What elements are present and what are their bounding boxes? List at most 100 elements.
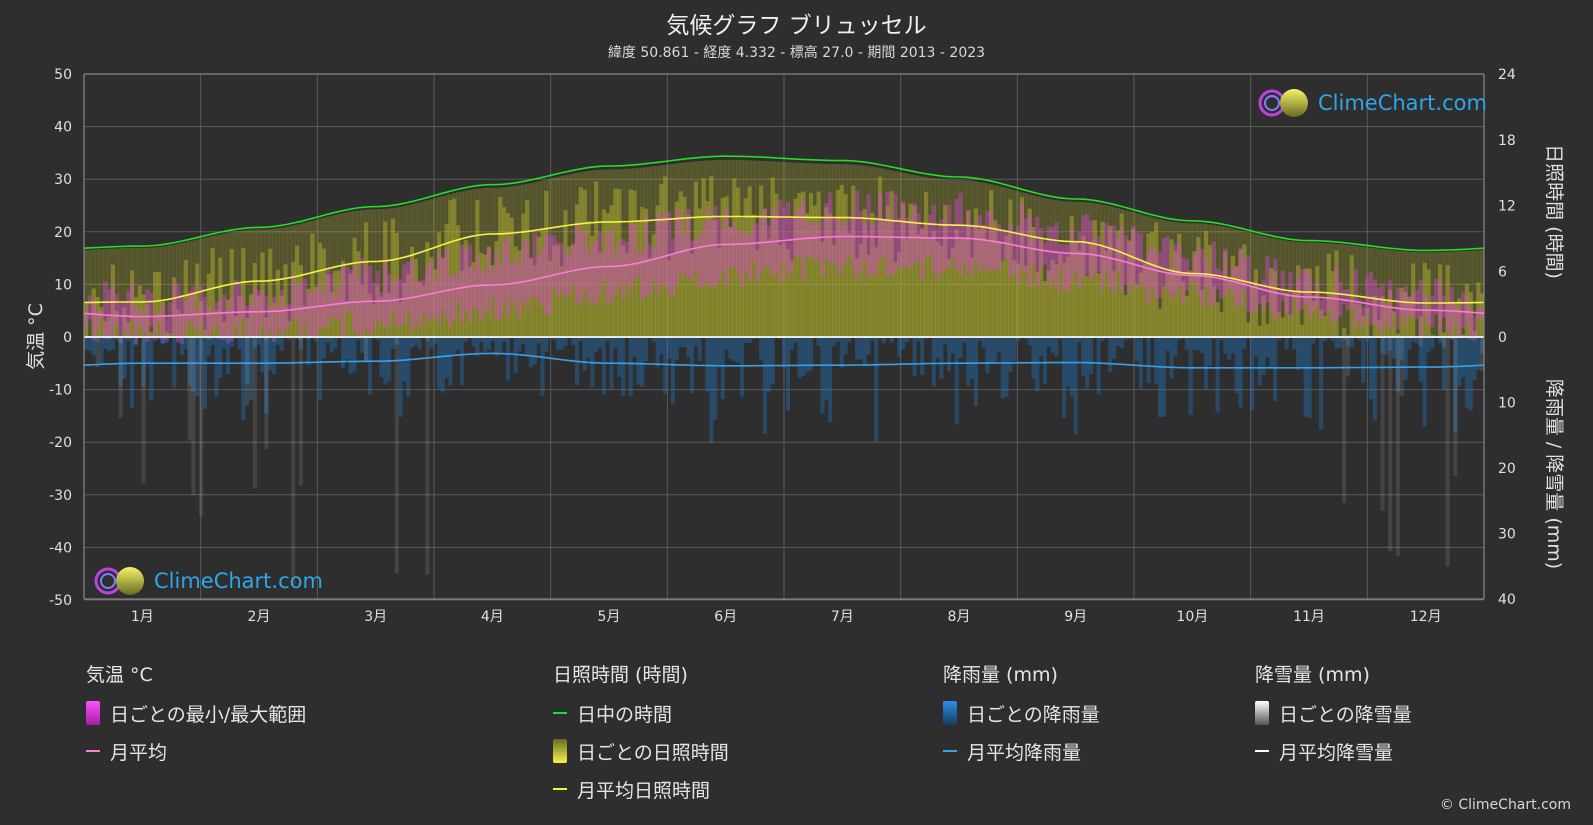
temp-range-bar	[1288, 271, 1293, 318]
sunshine-daily-bar	[172, 244, 177, 337]
sunshine-daily-bar	[693, 181, 698, 337]
rain-daily-bar	[1073, 337, 1078, 435]
sunshine-daily-bar	[1200, 223, 1205, 337]
sunshine-daily-bar	[1016, 263, 1021, 337]
sunshine-daily-bar	[713, 219, 718, 337]
rain-daily-bar	[1403, 337, 1408, 380]
sunshine-daily-bar	[674, 163, 679, 337]
sunshine-daily-bar	[962, 237, 967, 337]
sunshine-daily-bar	[199, 300, 204, 337]
temp-range-bar	[1257, 285, 1262, 305]
sunshine-daily-bar	[122, 248, 127, 337]
sunshine-daily-bar	[1127, 211, 1132, 337]
temp-range-bar	[1188, 273, 1193, 284]
temp-range-bar	[471, 269, 476, 309]
sunshine-daily-bar	[145, 304, 150, 337]
rain-daily-bar	[1012, 337, 1017, 361]
sunshine-daily-bar	[268, 248, 273, 337]
legend-label: 月平均日照時間	[577, 779, 711, 802]
temp-range-bar	[1326, 298, 1331, 310]
temp-range-bar	[1154, 252, 1159, 299]
logo-top: ClimeChart.com	[1258, 86, 1487, 120]
sunshine-daily-bar	[620, 245, 626, 337]
rain-daily-bar	[444, 337, 449, 378]
sunshine-daily-bar	[214, 310, 219, 337]
x-tick-label: 6月	[714, 609, 737, 625]
sunshine-daily-bar	[314, 286, 319, 337]
sunshine-daily-bar	[1368, 247, 1374, 337]
rain-daily-bar	[751, 337, 756, 340]
temp-range-bar	[1035, 217, 1040, 287]
temp-range-bar	[1058, 243, 1063, 268]
sunshine-daily-bar	[406, 274, 411, 337]
rain-daily-bar	[924, 337, 929, 340]
sunshine-daily-bar	[1173, 251, 1178, 337]
sunshine-daily-bar	[1292, 290, 1297, 337]
rain-daily-bar	[440, 337, 445, 393]
rain-daily-bar	[256, 337, 261, 345]
temp-range-bar	[444, 247, 449, 318]
temp-range-bar	[624, 241, 629, 285]
sunshine-daily-bar	[985, 183, 990, 337]
sunshine-daily-bar	[808, 193, 814, 337]
sunshine-daily-bar	[728, 159, 733, 337]
sunshine-daily-bar	[897, 171, 902, 337]
rain-daily-bar	[782, 337, 787, 368]
temp-range-bar	[421, 279, 426, 314]
sunshine-daily-bar	[467, 189, 472, 337]
sunshine-daily-bar	[877, 176, 883, 337]
sunshine-daily-bar	[605, 213, 610, 337]
sunshine-daily-bar	[126, 248, 131, 337]
sunshine-daily-bar	[1131, 228, 1136, 337]
sunshine-daily-bar	[1008, 199, 1013, 337]
sunshine-daily-bar	[202, 237, 208, 337]
rain-daily-bar	[682, 337, 687, 348]
sunshine-daily-bar	[1027, 208, 1032, 337]
sunshine-daily-bar	[789, 260, 794, 337]
sunshine-daily-bar	[897, 252, 902, 337]
sunshine-daily-bar	[298, 265, 303, 337]
sunshine-daily-bar	[617, 189, 622, 337]
temp-range-bar	[433, 280, 438, 317]
y-right-top-tick-label: 12	[1498, 199, 1516, 215]
sunshine-daily-bar	[352, 210, 357, 337]
sunshine-daily-bar	[486, 187, 491, 337]
temp-range-bar	[743, 233, 748, 272]
sunshine-daily-bar	[709, 160, 714, 337]
sunshine-daily-bar	[1284, 292, 1289, 337]
temp-range-bar	[1062, 244, 1067, 290]
rain-daily-bar	[156, 337, 162, 340]
sunshine-daily-bar	[375, 285, 380, 337]
temp-range-bar	[1177, 244, 1182, 287]
temp-range-bar	[502, 242, 507, 304]
temp-range-bar	[1319, 299, 1324, 319]
temp-range-bar	[87, 295, 92, 320]
rain-daily-bar	[532, 337, 537, 364]
rain-daily-bar	[1437, 337, 1443, 343]
rain-daily-bar	[229, 337, 234, 347]
sunshine-daily-bar	[398, 206, 403, 337]
legend-label: 月平均降雨量	[967, 741, 1082, 764]
sunshine-daily-bar	[126, 322, 131, 337]
temp-range-bar	[383, 260, 388, 328]
sunshine-daily-bar	[1426, 252, 1431, 337]
rain-daily-bar	[237, 337, 242, 350]
rain-daily-bar	[958, 337, 963, 358]
sunshine-daily-bar	[402, 282, 407, 337]
temp-range-bar	[306, 294, 311, 340]
temp-range-bar	[812, 221, 817, 261]
legend-swatch	[1255, 701, 1269, 725]
sunshine-daily-bar	[885, 169, 890, 337]
temp-range-bar	[854, 190, 860, 278]
sunshine-daily-bar	[195, 263, 200, 337]
sunshine-daily-bar	[1058, 200, 1063, 337]
temp-range-bar	[1215, 268, 1220, 290]
rain-daily-bar	[816, 337, 821, 346]
sunshine-daily-bar	[705, 160, 710, 337]
temp-range-bar	[1460, 292, 1466, 329]
temp-range-bar	[1437, 282, 1443, 333]
rain-daily-bar	[456, 337, 461, 350]
rain-daily-bar	[160, 337, 165, 345]
temp-range-bar	[260, 291, 265, 325]
temp-range-bar	[233, 280, 238, 325]
